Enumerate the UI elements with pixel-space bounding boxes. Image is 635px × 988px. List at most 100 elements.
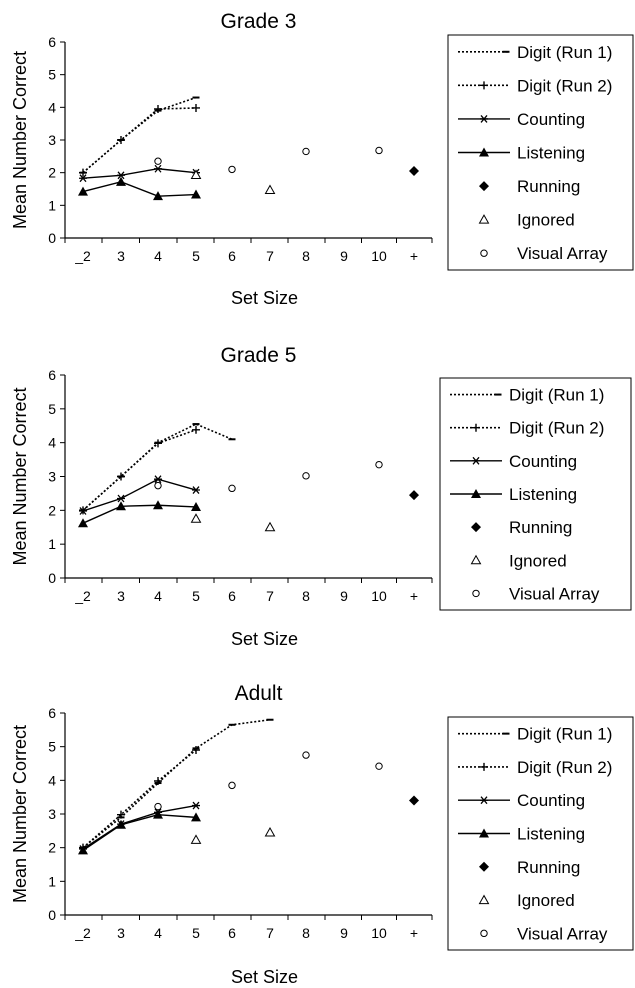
legend-label: Digit (Run 2)	[509, 419, 604, 438]
legend-marker	[480, 249, 488, 257]
chart-title: Grade 5	[221, 344, 297, 367]
data-point	[154, 104, 162, 113]
legend-label: Counting	[517, 791, 585, 810]
x-tick-label: 8	[302, 248, 310, 264]
legend-label: Listening	[517, 825, 585, 844]
series-counting	[79, 475, 200, 515]
legend-label: Listening	[517, 144, 585, 163]
y-tick-label: 5	[48, 67, 56, 83]
x-tick-label: 7	[266, 588, 274, 604]
data-point	[228, 781, 236, 790]
data-point	[191, 501, 201, 511]
series-digit-run-2	[79, 746, 200, 852]
data-point	[192, 425, 200, 434]
series-counting	[79, 164, 200, 183]
series-line	[82, 181, 197, 197]
series-digit-run-1	[79, 423, 236, 512]
data-point	[264, 521, 276, 532]
x-tick-label: 5	[192, 925, 200, 941]
series-line	[82, 749, 197, 849]
x-tick-label: 4	[154, 248, 162, 264]
series-line	[82, 423, 233, 511]
data-point	[302, 751, 310, 759]
legend-label: Ignored	[509, 551, 567, 570]
legend: Digit (Run 1) Digit (Run 2) Counting Listen…	[439, 377, 632, 611]
legend-label: Visual Array	[517, 244, 608, 263]
series-line	[82, 504, 197, 524]
x-tick-label: 5	[192, 588, 200, 604]
x-tick-label: 10	[371, 925, 387, 941]
x-tick-label: _2	[74, 248, 91, 264]
data-point	[117, 136, 125, 144]
legend-marker	[480, 115, 488, 123]
series-digit-run-2	[79, 425, 200, 515]
legend-label: Ignored	[517, 211, 575, 230]
y-tick-label: 1	[48, 873, 56, 889]
legend-marker	[478, 894, 490, 905]
data-point	[192, 746, 200, 755]
data-point	[192, 103, 200, 112]
y-tick-label: 0	[48, 907, 56, 923]
data-point	[409, 795, 419, 806]
legend-label: Counting	[517, 110, 585, 129]
legend-marker	[479, 828, 489, 838]
x-tick-label: 3	[117, 248, 125, 264]
series-line	[82, 478, 197, 512]
y-tick-label: 5	[48, 401, 56, 417]
x-tick-label: 9	[340, 588, 348, 604]
y-tick-label: 4	[48, 772, 56, 788]
data-point	[409, 166, 419, 177]
data-point	[154, 777, 162, 786]
data-point	[302, 472, 310, 480]
y-tick-label: 0	[48, 570, 56, 586]
data-point	[228, 165, 236, 174]
data-point	[79, 507, 87, 515]
x-tick-label: 7	[266, 248, 274, 264]
data-point	[409, 490, 419, 501]
series-visual-array	[154, 460, 383, 493]
y-tick-label: 1	[48, 197, 56, 213]
x-tick-label: 5	[192, 248, 200, 264]
data-point	[192, 801, 200, 810]
y-tick-label: 6	[48, 367, 56, 383]
legend-marker	[480, 81, 488, 90]
y-tick-label: 5	[48, 739, 56, 755]
x-tick-label: 10	[371, 588, 387, 604]
legend-box	[447, 34, 634, 271]
series-ignored	[190, 826, 276, 844]
data-point	[78, 845, 88, 855]
y-tick-label: 2	[48, 840, 56, 856]
data-point	[116, 176, 126, 186]
data-point	[153, 809, 163, 819]
x-axis-label: Set Size	[231, 967, 298, 987]
data-point	[78, 186, 88, 196]
data-point	[79, 174, 87, 183]
y-tick-label: 6	[48, 34, 56, 50]
data-point	[154, 802, 162, 811]
legend-marker	[470, 554, 482, 565]
legend-label: Digit (Run 1)	[517, 725, 612, 744]
series-listening	[78, 500, 201, 528]
data-point	[264, 826, 276, 837]
data-point	[154, 157, 162, 165]
data-point	[153, 191, 163, 201]
legend-label: Digit (Run 2)	[517, 76, 612, 95]
x-tick-label: +	[410, 248, 418, 264]
y-tick-label: 4	[48, 99, 56, 115]
data-point	[375, 460, 383, 469]
legend-label: Ignored	[517, 891, 575, 910]
data-point	[191, 189, 201, 199]
data-point	[228, 484, 236, 493]
series-line	[82, 96, 197, 174]
x-tick-label: _2	[74, 925, 91, 941]
series-ignored	[190, 513, 276, 532]
y-axis-label: Mean Number Correct	[10, 51, 30, 229]
series-ignored	[190, 169, 276, 194]
x-tick-label: 8	[302, 588, 310, 604]
y-axis-label: Mean Number Correct	[10, 387, 30, 565]
y-axis-label: Mean Number Correct	[10, 725, 30, 903]
x-tick-label: 6	[228, 925, 236, 941]
legend-marker	[479, 147, 489, 157]
y-tick-label: 3	[48, 806, 56, 822]
data-point	[116, 819, 126, 829]
